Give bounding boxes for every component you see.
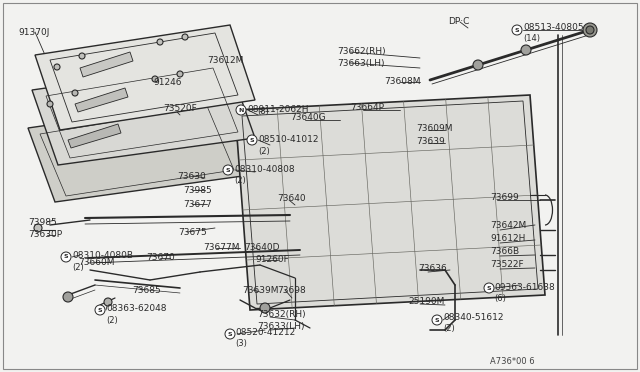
Circle shape <box>583 23 597 37</box>
Polygon shape <box>75 88 128 112</box>
Circle shape <box>34 224 42 232</box>
Circle shape <box>182 34 188 40</box>
Circle shape <box>63 292 73 302</box>
Text: 73640: 73640 <box>277 194 306 203</box>
Text: 73660M: 73660M <box>78 258 115 267</box>
Circle shape <box>157 39 163 45</box>
Text: (6): (6) <box>494 294 506 303</box>
Text: 73698: 73698 <box>277 286 306 295</box>
Circle shape <box>61 252 71 262</box>
Text: (8): (8) <box>257 107 269 116</box>
Text: (2): (2) <box>106 316 118 325</box>
Text: 73609M: 73609M <box>416 124 452 133</box>
Text: 25190M: 25190M <box>408 297 444 306</box>
Text: S: S <box>435 317 439 323</box>
Text: S: S <box>98 308 102 312</box>
Text: 73522F: 73522F <box>490 260 524 269</box>
Circle shape <box>247 135 257 145</box>
Circle shape <box>47 101 53 107</box>
Text: 73520F: 73520F <box>163 104 196 113</box>
Text: 73633(LH): 73633(LH) <box>257 322 305 331</box>
Text: 73675: 73675 <box>178 228 207 237</box>
Circle shape <box>177 71 183 77</box>
Polygon shape <box>235 95 545 310</box>
Text: 08911-2062H: 08911-2062H <box>247 105 308 114</box>
Text: A736*00 6: A736*00 6 <box>490 357 534 366</box>
Polygon shape <box>68 124 121 148</box>
Text: S: S <box>486 285 492 291</box>
Circle shape <box>473 60 483 70</box>
Text: 08363-62048: 08363-62048 <box>106 304 166 313</box>
Text: 73664P: 73664P <box>350 103 384 112</box>
Text: 73608M: 73608M <box>384 77 420 86</box>
Text: (2): (2) <box>258 147 269 156</box>
Circle shape <box>223 165 233 175</box>
Text: 08340-51612: 08340-51612 <box>443 313 504 322</box>
Text: 73640G: 73640G <box>290 113 326 122</box>
Circle shape <box>260 303 270 313</box>
Text: 73640D: 73640D <box>244 243 280 252</box>
Text: 73636: 73636 <box>418 264 447 273</box>
Polygon shape <box>32 62 255 165</box>
Text: 73670: 73670 <box>146 253 175 262</box>
Text: 08310-40808: 08310-40808 <box>234 165 294 174</box>
Circle shape <box>104 298 112 306</box>
Circle shape <box>72 90 78 96</box>
Text: S: S <box>228 331 232 337</box>
Text: 73642M: 73642M <box>490 221 526 230</box>
Polygon shape <box>80 52 133 77</box>
Text: 08310-4080B: 08310-4080B <box>72 251 133 260</box>
Text: 73639: 73639 <box>416 137 445 146</box>
Text: 73612M: 73612M <box>207 56 243 65</box>
Text: S: S <box>226 167 230 173</box>
Polygon shape <box>35 25 255 130</box>
Circle shape <box>225 329 235 339</box>
Text: 09363-61638: 09363-61638 <box>494 283 555 292</box>
Text: 73662(RH): 73662(RH) <box>337 47 386 56</box>
Text: 73630: 73630 <box>177 172 205 181</box>
Text: 91612H: 91612H <box>490 234 525 243</box>
Circle shape <box>79 53 85 59</box>
Text: 91246: 91246 <box>153 78 182 87</box>
Text: 73685: 73685 <box>132 286 161 295</box>
Circle shape <box>521 45 531 55</box>
Text: 08520-41212: 08520-41212 <box>235 328 295 337</box>
Polygon shape <box>28 100 250 202</box>
Text: 73630P: 73630P <box>28 230 62 239</box>
Text: DP·C: DP·C <box>448 17 469 26</box>
Text: 73985: 73985 <box>28 218 57 227</box>
Circle shape <box>54 64 60 70</box>
Text: (3): (3) <box>235 339 247 348</box>
Text: 73663(LH): 73663(LH) <box>337 59 385 68</box>
Text: S: S <box>515 28 519 32</box>
Text: (2): (2) <box>443 324 455 333</box>
Text: 08510-41012: 08510-41012 <box>258 135 319 144</box>
Circle shape <box>586 26 594 34</box>
Text: 73699: 73699 <box>490 193 519 202</box>
Text: 73677M: 73677M <box>203 243 239 252</box>
Text: (14): (14) <box>523 34 540 43</box>
Circle shape <box>152 76 158 82</box>
Text: (2): (2) <box>234 176 246 185</box>
Text: S: S <box>250 138 254 142</box>
Circle shape <box>432 315 442 325</box>
Circle shape <box>95 305 105 315</box>
Text: 08513-40805: 08513-40805 <box>523 23 584 32</box>
Text: S: S <box>64 254 68 260</box>
Text: 73985: 73985 <box>183 186 212 195</box>
Circle shape <box>512 25 522 35</box>
Text: N: N <box>238 108 244 112</box>
Text: 91260F: 91260F <box>255 255 289 264</box>
Text: 7366B: 7366B <box>490 247 519 256</box>
Text: 73677: 73677 <box>183 200 212 209</box>
Text: (2): (2) <box>72 263 84 272</box>
Circle shape <box>236 105 246 115</box>
Text: 73639M: 73639M <box>242 286 278 295</box>
Text: 91370J: 91370J <box>18 28 49 37</box>
Text: 73632(RH): 73632(RH) <box>257 310 306 319</box>
Circle shape <box>484 283 494 293</box>
